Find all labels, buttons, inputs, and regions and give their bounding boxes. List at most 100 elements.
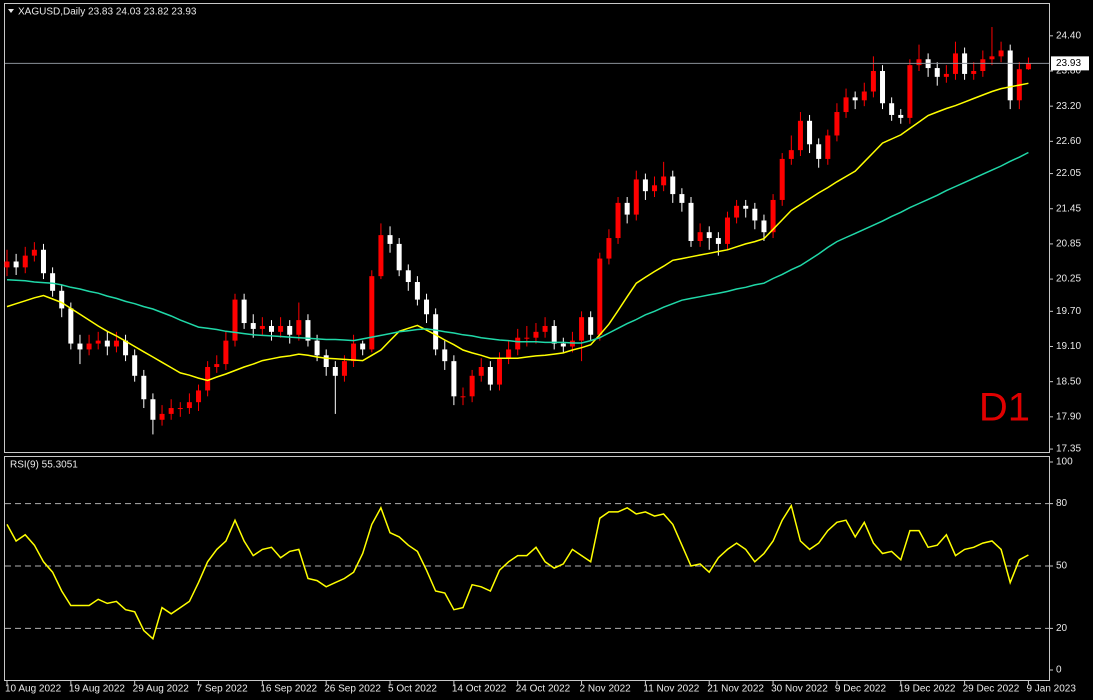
candle-body [889,103,895,115]
candle-body [268,325,274,332]
candle-body [123,340,129,356]
candle-body [378,235,384,277]
x-tick-label: 9 Dec 2022 [835,684,887,695]
candle-body [788,150,794,159]
candle-body [369,276,375,350]
candle-body [670,176,676,195]
candle-body [351,343,357,362]
candle-body [214,364,220,368]
candle-body [177,408,183,410]
x-tick-label: 29 Aug 2022 [133,684,190,695]
candle-body [551,325,557,344]
candle-body [761,220,767,233]
timeframe-label: D1 [979,386,1030,430]
candle-body [688,202,694,241]
candle-body [542,325,548,332]
candle-body [679,194,685,203]
y-tick-label: 24.40 [1056,30,1081,41]
x-tick-label: 2 Nov 2022 [580,684,632,695]
y-tick-label: 50 [1056,561,1068,572]
x-tick-label: 19 Aug 2022 [69,684,126,695]
y-tick-label: 17.35 [1056,444,1081,455]
candle-body [196,390,202,403]
candle-body [934,68,940,77]
candle-body [615,202,621,239]
moving-average [6,151,1029,344]
candle-body [104,340,110,347]
candle-body [825,135,831,159]
candle-body [168,408,174,414]
candle-body [287,325,293,335]
candle-body [223,340,229,365]
candle-body [451,361,457,397]
candle-body [752,208,758,221]
candle-body [414,282,420,300]
x-tick-label: 19 Dec 2022 [899,684,956,695]
candle-body [697,232,703,241]
candle-body [442,349,448,362]
y-tick-label: 22.05 [1056,168,1081,179]
candle-body [843,97,849,113]
candle-body [360,343,366,350]
rsi-pane-frame [4,456,1050,681]
candle-body [424,299,430,315]
y-tick-label: 0 [1056,665,1062,676]
candle-body [31,249,37,256]
menu-arrow[interactable] [8,9,14,13]
candle-body [132,355,138,376]
candle-body [770,199,776,233]
x-tick-label: 16 Sep 2022 [260,684,317,695]
rsi-line [6,503,1029,641]
last-price-label: 23.93 [1056,58,1081,69]
y-tick-label: 23.80 [1056,66,1081,77]
candle-body [341,361,347,376]
x-tick-label: 9 Jan 2023 [1026,684,1076,695]
candle-body [579,317,585,341]
candle-body [150,399,156,420]
x-tick-label: 7 Sep 2022 [197,684,249,695]
candle-body [606,238,612,259]
y-tick-label: 100 [1056,457,1073,468]
candle-body [779,158,785,200]
candle-body [13,261,19,268]
candle-body [1007,50,1013,101]
candle-body [305,320,311,341]
candle-body [743,205,749,209]
candle-body [323,355,329,368]
candle-body [186,402,192,409]
x-tick-label: 29 Dec 2022 [963,684,1020,695]
candle-body [205,367,211,391]
candle-body [989,56,995,60]
candle-body [141,375,147,400]
candle-body [515,337,521,350]
candle-body [633,179,639,215]
candle-body [652,185,658,192]
candle-body [834,112,840,136]
candle-body [506,349,512,359]
x-tick-label: 21 Nov 2022 [707,684,764,695]
y-tick-label: 18.50 [1056,376,1081,387]
candle-body [642,179,648,192]
candle-body [661,176,667,186]
moving-average [6,82,1029,382]
candle-body [22,255,28,268]
candle-body [898,114,904,118]
candle-body [870,70,876,92]
candle-body [724,217,730,244]
x-tick-label: 30 Nov 2022 [771,684,828,695]
candle-body [469,375,475,397]
candle-body [971,70,977,74]
candle-body [560,343,566,347]
candle-body [387,235,393,244]
candle-body [943,73,949,77]
candle-body [624,202,630,215]
candle-body [405,270,411,283]
candle-body [232,299,238,341]
y-tick-label: 80 [1056,498,1068,509]
candle-body [86,343,92,350]
y-tick-label: 21.45 [1056,203,1081,214]
candle-body [50,273,56,291]
